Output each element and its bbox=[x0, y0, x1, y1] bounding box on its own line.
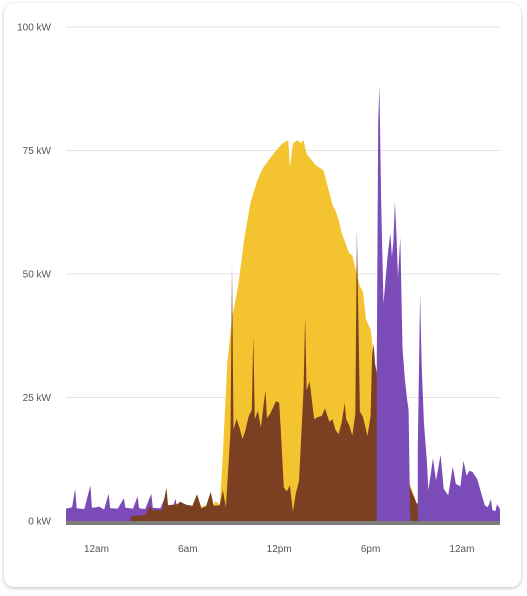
y-tick-label: 0 kW bbox=[28, 517, 51, 528]
y-tick-label: 100 kW bbox=[17, 23, 51, 34]
x-tick-label: 12pm bbox=[267, 544, 292, 555]
x-tick-label: 6pm bbox=[361, 544, 380, 555]
series-area-0 bbox=[66, 454, 500, 521]
x-tick-label: 12am bbox=[84, 544, 109, 555]
x-axis-baseline bbox=[66, 521, 500, 525]
y-tick-label: 75 kW bbox=[23, 146, 52, 157]
series-area-3 bbox=[376, 84, 411, 522]
y-tick-label: 50 kW bbox=[23, 270, 52, 281]
series-area-2 bbox=[130, 229, 429, 521]
series-area-4 bbox=[417, 294, 430, 521]
y-tick-label: 25 kW bbox=[23, 393, 52, 404]
x-tick-label: 12am bbox=[449, 544, 474, 555]
x-tick-label: 6am bbox=[178, 544, 197, 555]
